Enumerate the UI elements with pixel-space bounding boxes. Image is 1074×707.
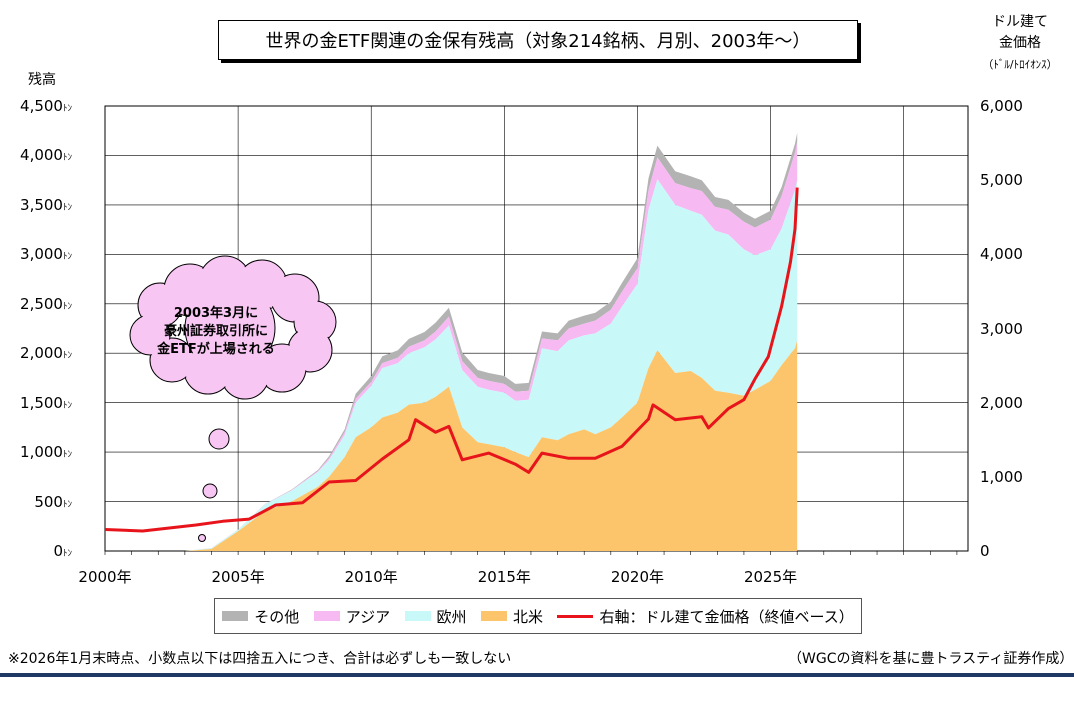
right-tick-label: 2,000	[980, 393, 1023, 412]
x-tick-label: 2010年	[344, 568, 398, 586]
callout-bubble	[198, 534, 206, 542]
legend-label-gold-price: 右軸：ドル建て金価格（終値ベース）	[599, 607, 854, 626]
left-tick-label: 500ﾄﾝ	[34, 492, 72, 511]
left-tick-label: 3,000ﾄﾝ	[20, 245, 72, 264]
right-tick-label: 3,000	[980, 319, 1023, 338]
callout-line2: 豪州証券取引所に	[163, 324, 268, 339]
tick-unit: ﾄﾝ	[62, 202, 72, 213]
legend-item-gold-price: 右軸：ドル建て金価格（終値ベース）	[557, 606, 854, 627]
right-tick-label: 6,000	[980, 97, 1023, 115]
legend-label-north-america: 北米	[513, 607, 544, 626]
x-tick-label: 2000年	[78, 568, 132, 586]
right-tick-label: 4,000	[980, 245, 1023, 264]
legend-item-europe: 欧州	[404, 606, 467, 627]
tick-unit: ﾄﾝ	[62, 104, 72, 114]
footer-divider	[0, 673, 1074, 677]
x-tick-label: 2020年	[610, 568, 665, 586]
legend-swatch-asia	[313, 611, 340, 621]
tick-unit: ﾄﾝ	[62, 301, 72, 312]
tick-unit: ﾄﾝ	[62, 450, 72, 461]
legend-swatch-other	[222, 611, 249, 621]
right-axis-title: ドル建て 金価格 （ﾄﾞﾙ/ﾄﾛｲｵﾝｽ）	[975, 12, 1065, 75]
callout-bubble	[202, 483, 218, 499]
left-tick-label: 2,500ﾄﾝ	[20, 294, 72, 313]
area-europe	[184, 179, 798, 551]
legend-label-other: その他	[254, 607, 300, 626]
callout-line3: 金ETFが上場される	[157, 342, 275, 357]
callout-line1: 2003年3月に	[173, 306, 259, 321]
area-north-america	[184, 340, 798, 551]
callout-cloud-fill	[259, 345, 305, 391]
right-axis-unit: （ﾄﾞﾙ/ﾄﾛｲｵﾝｽ）	[982, 58, 1058, 71]
tick-unit: ﾄﾝ	[62, 153, 72, 164]
source-note: （WGCの資料を基に豊トラスティ証券作成）	[788, 651, 1074, 667]
left-tick-label: 1,500ﾄﾝ	[20, 393, 72, 412]
right-axis-title-line2: 金価格	[999, 35, 1041, 51]
tick-unit: ﾄﾝ	[62, 499, 72, 510]
legend-label-europe: 欧州	[436, 607, 467, 626]
callout-bubble	[208, 428, 230, 450]
right-axis-title-line1: ドル建て	[992, 14, 1048, 30]
tick-unit: ﾄﾝ	[62, 549, 72, 559]
legend-label-asia: アジア	[345, 607, 391, 626]
tick-unit: ﾄﾝ	[62, 400, 72, 411]
legend-item-other: その他	[222, 606, 299, 627]
tick-unit: ﾄﾝ	[62, 252, 72, 263]
legend: その他 アジア 欧州 北米 右軸：ドル建て金価格（終値ベース）	[214, 598, 862, 634]
left-tick-label: 3,500ﾄﾝ	[20, 195, 72, 214]
left-tick-label: 2,000ﾄﾝ	[20, 344, 72, 363]
left-axis-title: 残高	[28, 72, 56, 88]
right-tick-label: 5,000	[980, 171, 1023, 190]
left-tick-label: 1,000ﾄﾝ	[20, 443, 72, 462]
legend-item-asia: アジア	[313, 606, 391, 627]
left-tick-label: 0ﾄﾝ	[53, 542, 72, 560]
left-tick-label: 4,500ﾄﾝ	[20, 97, 72, 115]
legend-swatch-north-america	[481, 611, 508, 621]
callout-cloud-fill	[186, 284, 274, 372]
legend-swatch-gold-price	[557, 614, 594, 618]
callout-cloud-fill	[131, 316, 169, 354]
footnote: ※2026年1月末時点、小数点以下は四捨五入につき、合計は必ずしも一致しない	[8, 651, 512, 667]
chart-title: 世界の金ETF関連の金保有残高（対象214銘柄、月別、2003年～）	[218, 20, 858, 60]
x-tick-label: 2025年	[743, 568, 798, 586]
x-tick-label: 2015年	[477, 568, 531, 586]
legend-item-north-america: 北米	[481, 606, 543, 627]
right-tick-label: 1,000	[980, 467, 1023, 486]
right-tick-label: 0	[980, 542, 990, 560]
tick-unit: ﾄﾝ	[62, 351, 72, 362]
callout-text: 2003年3月に 豪州証券取引所に 金ETFが上場される	[146, 305, 286, 359]
legend-swatch-europe	[404, 611, 431, 621]
gold-price-line	[104, 187, 799, 533]
left-tick-label: 4,000ﾄﾝ	[20, 146, 72, 165]
x-tick-label: 2005年	[211, 568, 265, 586]
